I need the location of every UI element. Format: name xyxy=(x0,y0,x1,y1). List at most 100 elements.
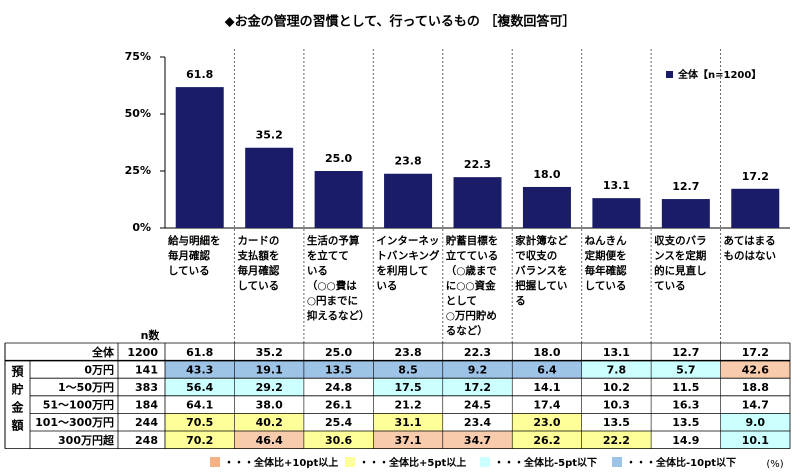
bar xyxy=(314,171,363,228)
cell-bg xyxy=(442,431,513,449)
cell-value: 70.2 xyxy=(186,434,213,447)
cell-bg xyxy=(720,343,790,361)
cell-value: 38.0 xyxy=(256,399,283,412)
row-label: 51～100万円 xyxy=(43,399,114,412)
row-label: 全体 xyxy=(91,345,115,359)
cell-bg xyxy=(165,378,235,396)
cell-bg xyxy=(651,413,721,431)
cell-bg xyxy=(165,413,235,431)
cell-value: 18.8 xyxy=(742,381,769,394)
value-label: 18.0 xyxy=(533,168,560,181)
cell-bg xyxy=(651,360,721,379)
bar xyxy=(592,198,641,228)
cell-value: 22.2 xyxy=(603,434,630,447)
cell-bg xyxy=(720,413,790,431)
legend-swatch xyxy=(612,457,622,467)
value-label: 12.7 xyxy=(672,180,699,193)
cell-bg xyxy=(303,395,374,414)
cell-value: 14.1 xyxy=(533,381,560,394)
category-label: 給与明細を 毎月確認 している xyxy=(168,235,221,277)
cell-bg xyxy=(165,343,235,361)
bar xyxy=(731,188,780,228)
cell-bg xyxy=(720,378,790,396)
cell-value: 31.1 xyxy=(394,416,421,429)
cell-bg xyxy=(373,431,443,449)
legend-swatch xyxy=(345,457,355,467)
n-value: 184 xyxy=(135,399,158,412)
cell-bg xyxy=(512,378,582,396)
n-value: 248 xyxy=(135,434,158,447)
legend-swatch xyxy=(666,71,673,78)
cell-value: 14.9 xyxy=(672,434,699,447)
cell-bg xyxy=(442,395,513,414)
cell-bg xyxy=(581,343,652,361)
cell-bg xyxy=(373,360,443,379)
cell-value: 9.2 xyxy=(468,363,488,376)
cell-bg xyxy=(303,360,374,379)
cell-value: 34.7 xyxy=(464,434,491,447)
cell-bg xyxy=(581,360,652,379)
y-tick-label: 75% xyxy=(125,50,151,63)
cell-bg xyxy=(651,431,721,449)
bar xyxy=(245,147,294,228)
n-value: 1200 xyxy=(127,346,158,359)
y-tick-label: 50% xyxy=(125,107,151,120)
cell-bg xyxy=(165,360,235,379)
legend-label: ・・・全体比+10pt以上 xyxy=(224,456,338,469)
cell-bg xyxy=(720,360,790,379)
y-tick-label: 25% xyxy=(125,164,151,177)
n-value: 244 xyxy=(135,416,158,429)
bar xyxy=(384,173,433,228)
cell-bg xyxy=(720,431,790,449)
row-label: 101～300万円 xyxy=(35,416,114,429)
cell-value: 13.1 xyxy=(603,346,630,359)
value-label: 35.2 xyxy=(256,129,283,142)
cell-value: 24.5 xyxy=(464,399,491,412)
cell-bg xyxy=(373,413,443,431)
cell-value: 18.0 xyxy=(533,346,560,359)
legend-swatch xyxy=(210,457,220,467)
category-label: 収支のバラ ンスを定期 的に見直し ている xyxy=(654,235,707,292)
cell-bg xyxy=(442,343,513,361)
bar xyxy=(661,199,710,228)
cell-value: 9.0 xyxy=(746,416,766,429)
cell-bg xyxy=(165,431,235,449)
value-label: 61.8 xyxy=(186,68,213,81)
cell-bg xyxy=(234,431,304,449)
cell-value: 46.4 xyxy=(256,434,283,447)
cell-value: 12.7 xyxy=(672,346,699,359)
cell-value: 25.0 xyxy=(325,346,352,359)
cell-bg xyxy=(234,360,304,379)
category-label: 家計簿など で収支の バランスを 把握してい る xyxy=(515,235,568,307)
cell-bg xyxy=(720,395,790,414)
cell-value: 42.6 xyxy=(742,363,769,376)
cell-bg xyxy=(373,343,443,361)
cell-bg xyxy=(234,343,304,361)
cell-value: 37.1 xyxy=(394,434,421,447)
cell-bg xyxy=(234,378,304,396)
value-label: 22.3 xyxy=(464,158,491,171)
cell-bg xyxy=(651,343,721,361)
n-value: 383 xyxy=(135,381,158,394)
category-label: あてはまる ものはない xyxy=(723,235,777,262)
cell-bg xyxy=(442,413,513,431)
chart-title: ◆お金の管理の習慣として、行っているもの ［複数回答可］ xyxy=(225,14,576,30)
cell-bg xyxy=(651,395,721,414)
group-label: 預貯金額 xyxy=(10,364,24,437)
cell-bg xyxy=(581,395,652,414)
cell-value: 16.3 xyxy=(672,399,699,412)
cell-bg xyxy=(512,413,582,431)
cell-value: 23.4 xyxy=(464,416,491,429)
cell-bg xyxy=(442,360,513,379)
cell-value: 13.5 xyxy=(325,363,352,376)
cell-bg xyxy=(373,395,443,414)
cell-value: 24.8 xyxy=(325,381,352,394)
cell-value: 26.2 xyxy=(533,434,560,447)
row-label: 0万円 xyxy=(84,363,114,376)
legend-swatch xyxy=(480,457,490,467)
legend-label: ・・・全体比-5pt以下 xyxy=(494,456,597,469)
cell-value: 43.3 xyxy=(186,363,213,376)
cell-value: 26.1 xyxy=(325,399,352,412)
